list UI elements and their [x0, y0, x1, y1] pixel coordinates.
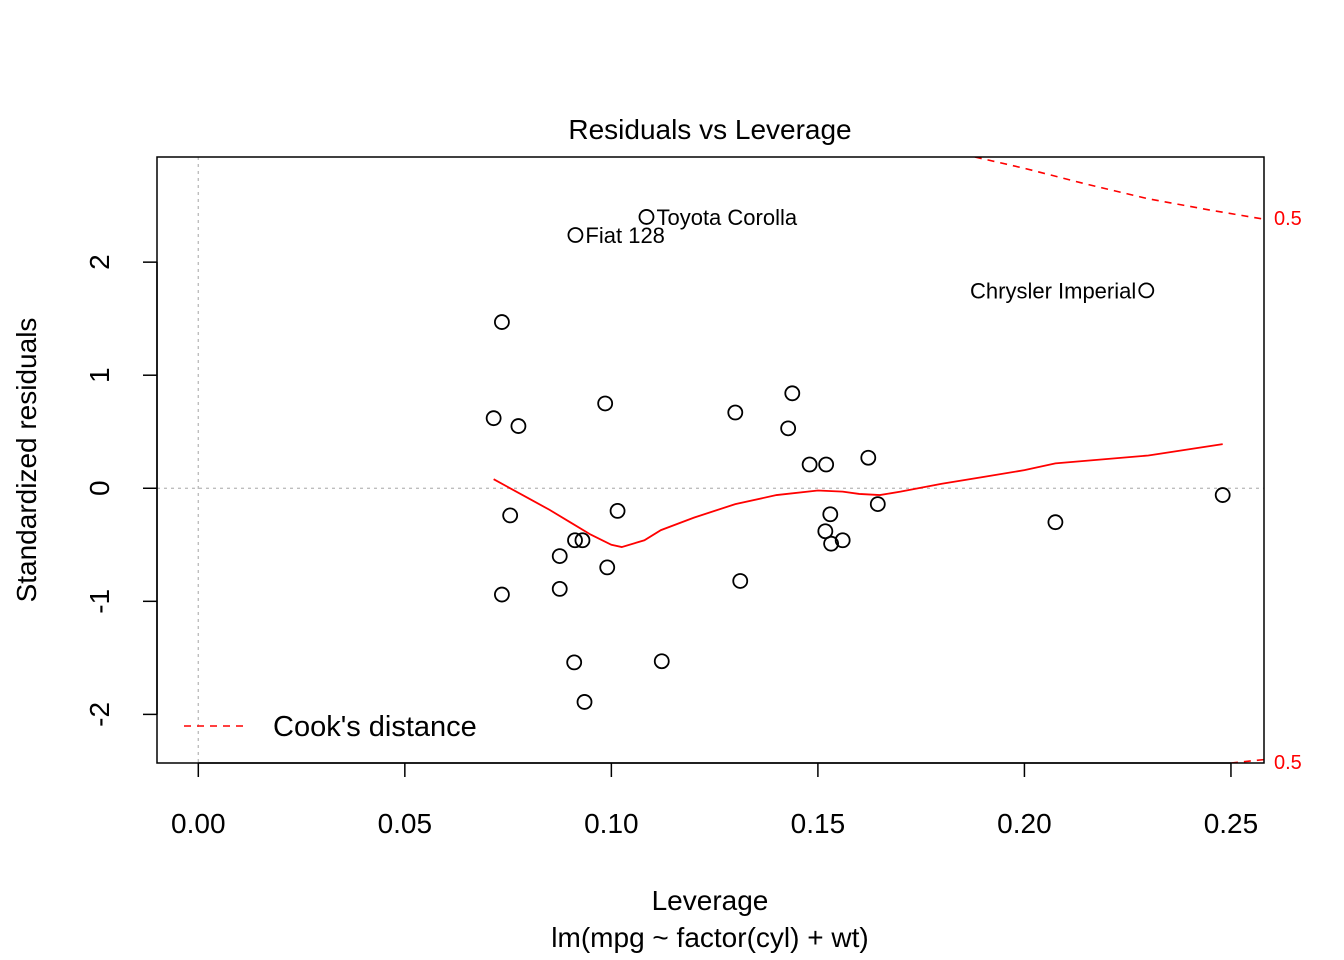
point-label: Fiat 128: [585, 223, 665, 248]
data-point: [638, 209, 655, 225]
data-point: [823, 535, 840, 552]
data-point: [494, 314, 510, 330]
data-point: [567, 227, 584, 243]
y-tick-label: 0: [84, 480, 115, 496]
x-tick-label: 0.10: [584, 808, 639, 839]
data-point: [609, 502, 626, 519]
data-point: [801, 456, 818, 473]
point-label: Toyota Corolla: [656, 205, 797, 230]
y-axis: -2 -1 0 1 2: [84, 254, 158, 727]
data-point: [574, 532, 591, 549]
data-point: [860, 449, 877, 466]
y-tick-label: 1: [84, 367, 115, 383]
data-point: [1214, 487, 1231, 503]
cooks-distance-label: 0.5: [1274, 208, 1302, 230]
data-point: [834, 532, 851, 549]
y-axis-label: Standardized residuals: [11, 318, 42, 603]
data-point: [576, 694, 593, 710]
data-point: [510, 418, 527, 434]
cooks-distance-labels: 0.5 0.5: [1274, 208, 1302, 774]
data-point: [494, 586, 510, 603]
y-tick-label: 2: [84, 254, 115, 270]
x-tick-label: 0.25: [1204, 808, 1259, 839]
x-tick-label: 0.15: [791, 808, 846, 839]
data-point: [485, 410, 502, 427]
data-point: [869, 496, 886, 512]
data-points: [485, 209, 1231, 710]
data-point: [567, 532, 583, 549]
point-label: Chrysler Imperial: [970, 278, 1136, 303]
data-point: [1138, 282, 1155, 299]
x-axis-label: Leverage: [652, 885, 769, 916]
data-point: [566, 654, 583, 671]
chart-title: Residuals vs Leverage: [568, 114, 851, 145]
x-axis: 0.00 0.05 0.10 0.15 0.20 0.25: [171, 762, 1259, 839]
cooks-distance-curve: [974, 157, 1264, 220]
data-point: [599, 559, 616, 576]
data-point: [653, 653, 670, 670]
y-tick-label: -1: [84, 589, 115, 614]
cooks-distance-label: 0.5: [1274, 752, 1302, 774]
data-point: [780, 420, 797, 437]
data-point: [727, 404, 744, 421]
data-point: [817, 523, 834, 540]
data-point: [1047, 514, 1064, 531]
reference-lines: [157, 157, 1264, 763]
data-point: [732, 573, 749, 589]
legend: Cook's distance: [184, 711, 477, 743]
data-point: [818, 456, 835, 473]
y-tick-label: -2: [84, 702, 115, 727]
x-tick-label: 0.20: [997, 808, 1052, 839]
smooth-line-group: [493, 443, 1223, 548]
data-point: [502, 507, 519, 524]
x-tick-label: 0.00: [171, 808, 226, 839]
smooth-line: [493, 443, 1223, 548]
cooks-distance-curves: [974, 157, 1264, 763]
data-point: [551, 580, 568, 597]
data-point: [822, 506, 839, 523]
data-point: [784, 385, 801, 402]
x-axis-sublabel: lm(mpg ~ factor(cyl) + wt): [551, 922, 868, 953]
x-tick-label: 0.05: [378, 808, 433, 839]
data-point: [597, 395, 614, 412]
data-point: [551, 548, 568, 565]
legend-label: Cook's distance: [273, 711, 477, 743]
